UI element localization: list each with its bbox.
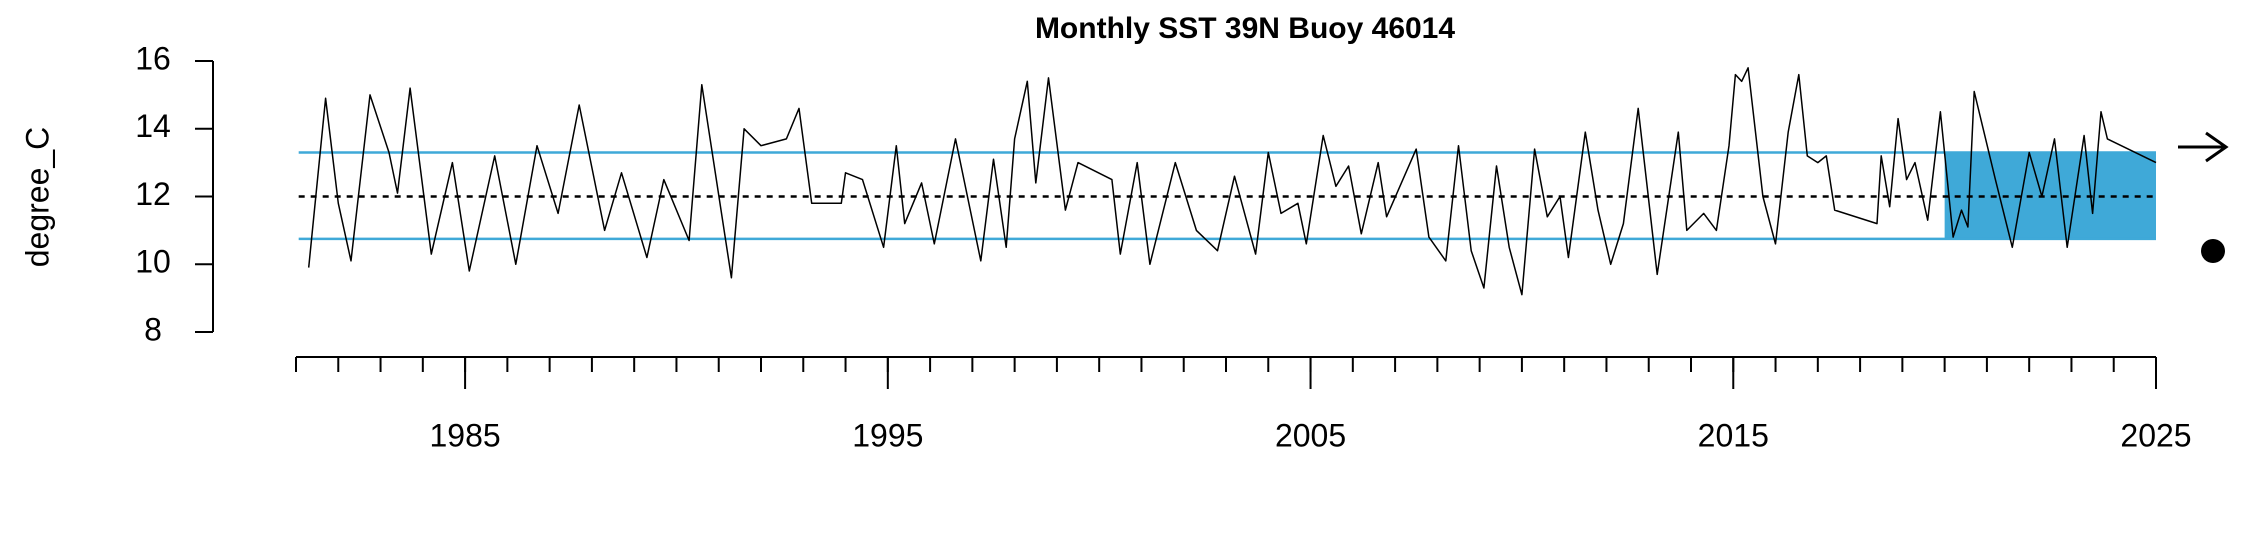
y-tick-label: 10 [135,244,171,280]
x-tick-label: 1995 [852,417,923,453]
y-tick-label: 14 [135,108,171,144]
y-tick-label: 8 [144,311,162,347]
y-axis-label: degree_C [19,127,55,268]
chart-title: Monthly SST 39N Buoy 46014 [1035,12,1455,45]
arrow-head [2205,131,2229,163]
y-tick-label: 12 [135,176,171,212]
y-tick-label: 16 [135,40,171,76]
trend-arrow [2178,131,2229,163]
x-tick-label: 2025 [2120,417,2191,453]
status-dot [2201,239,2225,263]
x-tick-label: 2005 [1275,417,1346,453]
data-line [307,67,2157,296]
x-tick-label: 2015 [1698,417,1769,453]
x-tick-label: 1985 [429,417,500,453]
